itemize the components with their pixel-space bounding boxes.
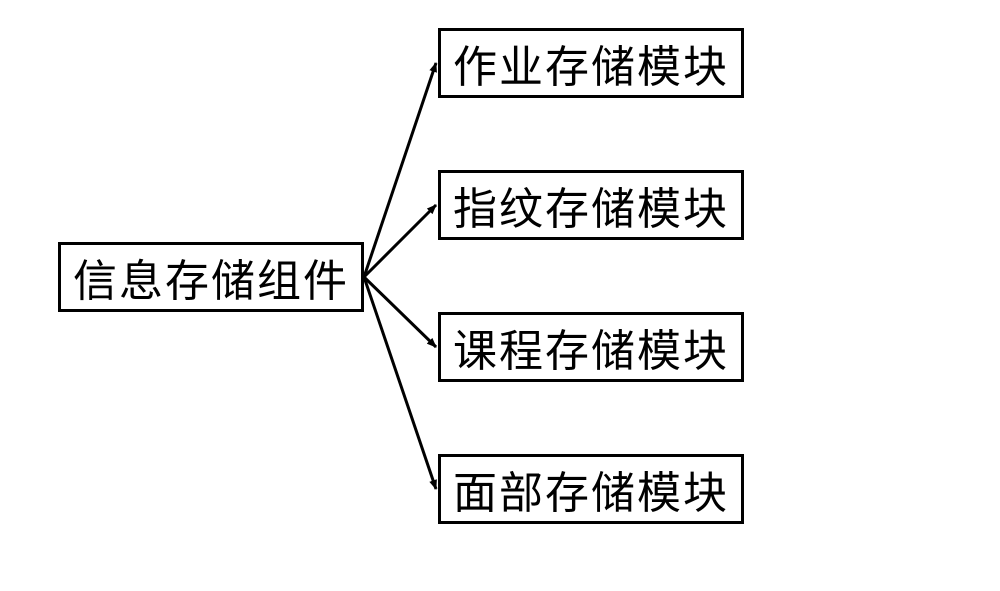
child-label-0: 作业存储模块: [453, 31, 729, 95]
child-node-0: 作业存储模块: [438, 28, 744, 98]
root-label: 信息存储组件: [73, 245, 349, 309]
root-node: 信息存储组件: [58, 242, 364, 312]
edge-0: [364, 63, 436, 277]
edge-1: [364, 205, 436, 277]
child-node-1: 指纹存储模块: [438, 170, 744, 240]
child-node-3: 面部存储模块: [438, 454, 744, 524]
child-node-2: 课程存储模块: [438, 312, 744, 382]
edge-2: [364, 277, 436, 347]
edge-3: [364, 277, 436, 489]
child-label-1: 指纹存储模块: [453, 173, 729, 237]
child-label-3: 面部存储模块: [453, 457, 729, 521]
child-label-2: 课程存储模块: [453, 315, 729, 379]
